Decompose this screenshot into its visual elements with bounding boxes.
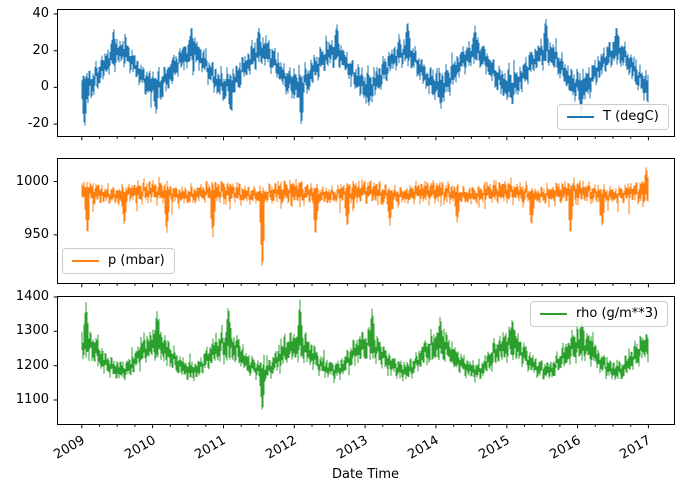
- y-tick-label: 20: [32, 42, 49, 58]
- legend-label-density: rho (g/m**3): [576, 306, 659, 321]
- subplot-0-spines: [57, 9, 675, 137]
- legend-pressure: p (mbar): [62, 248, 175, 274]
- y-tick-label: 1200: [15, 357, 49, 373]
- legend-line-sample-temperature: [567, 115, 594, 118]
- subplot-2-spines: [57, 296, 675, 425]
- legend-density: rho (g/m**3): [530, 301, 669, 327]
- y-tick-label: -20: [27, 116, 49, 132]
- y-tick-label: 950: [24, 226, 49, 242]
- series-line-0: [81, 19, 649, 126]
- subplot-1-spines: [57, 158, 675, 284]
- subplot-1-ticks: [53, 181, 649, 288]
- y-tick-label: 1300: [15, 323, 49, 339]
- legend-line-sample-pressure: [72, 259, 99, 262]
- legend-label-pressure: p (mbar): [108, 253, 165, 268]
- x-axis-title: Date Time: [331, 467, 400, 482]
- y-tick-label: 1100: [15, 391, 49, 407]
- y-tick-label: 0: [40, 79, 49, 95]
- legend-label-temperature: T (degC): [603, 109, 659, 124]
- series-line-2: [81, 299, 649, 410]
- series-line-1: [81, 167, 649, 266]
- subplot-0-ticks: [53, 13, 649, 141]
- legend-temperature: T (degC): [557, 104, 669, 130]
- y-tick-label: 1400: [15, 289, 49, 305]
- y-tick-label: 1000: [15, 173, 49, 189]
- y-tick-label: 40: [32, 5, 49, 21]
- subplot-2-ticks: [53, 296, 649, 429]
- legend-line-sample-density: [540, 312, 567, 315]
